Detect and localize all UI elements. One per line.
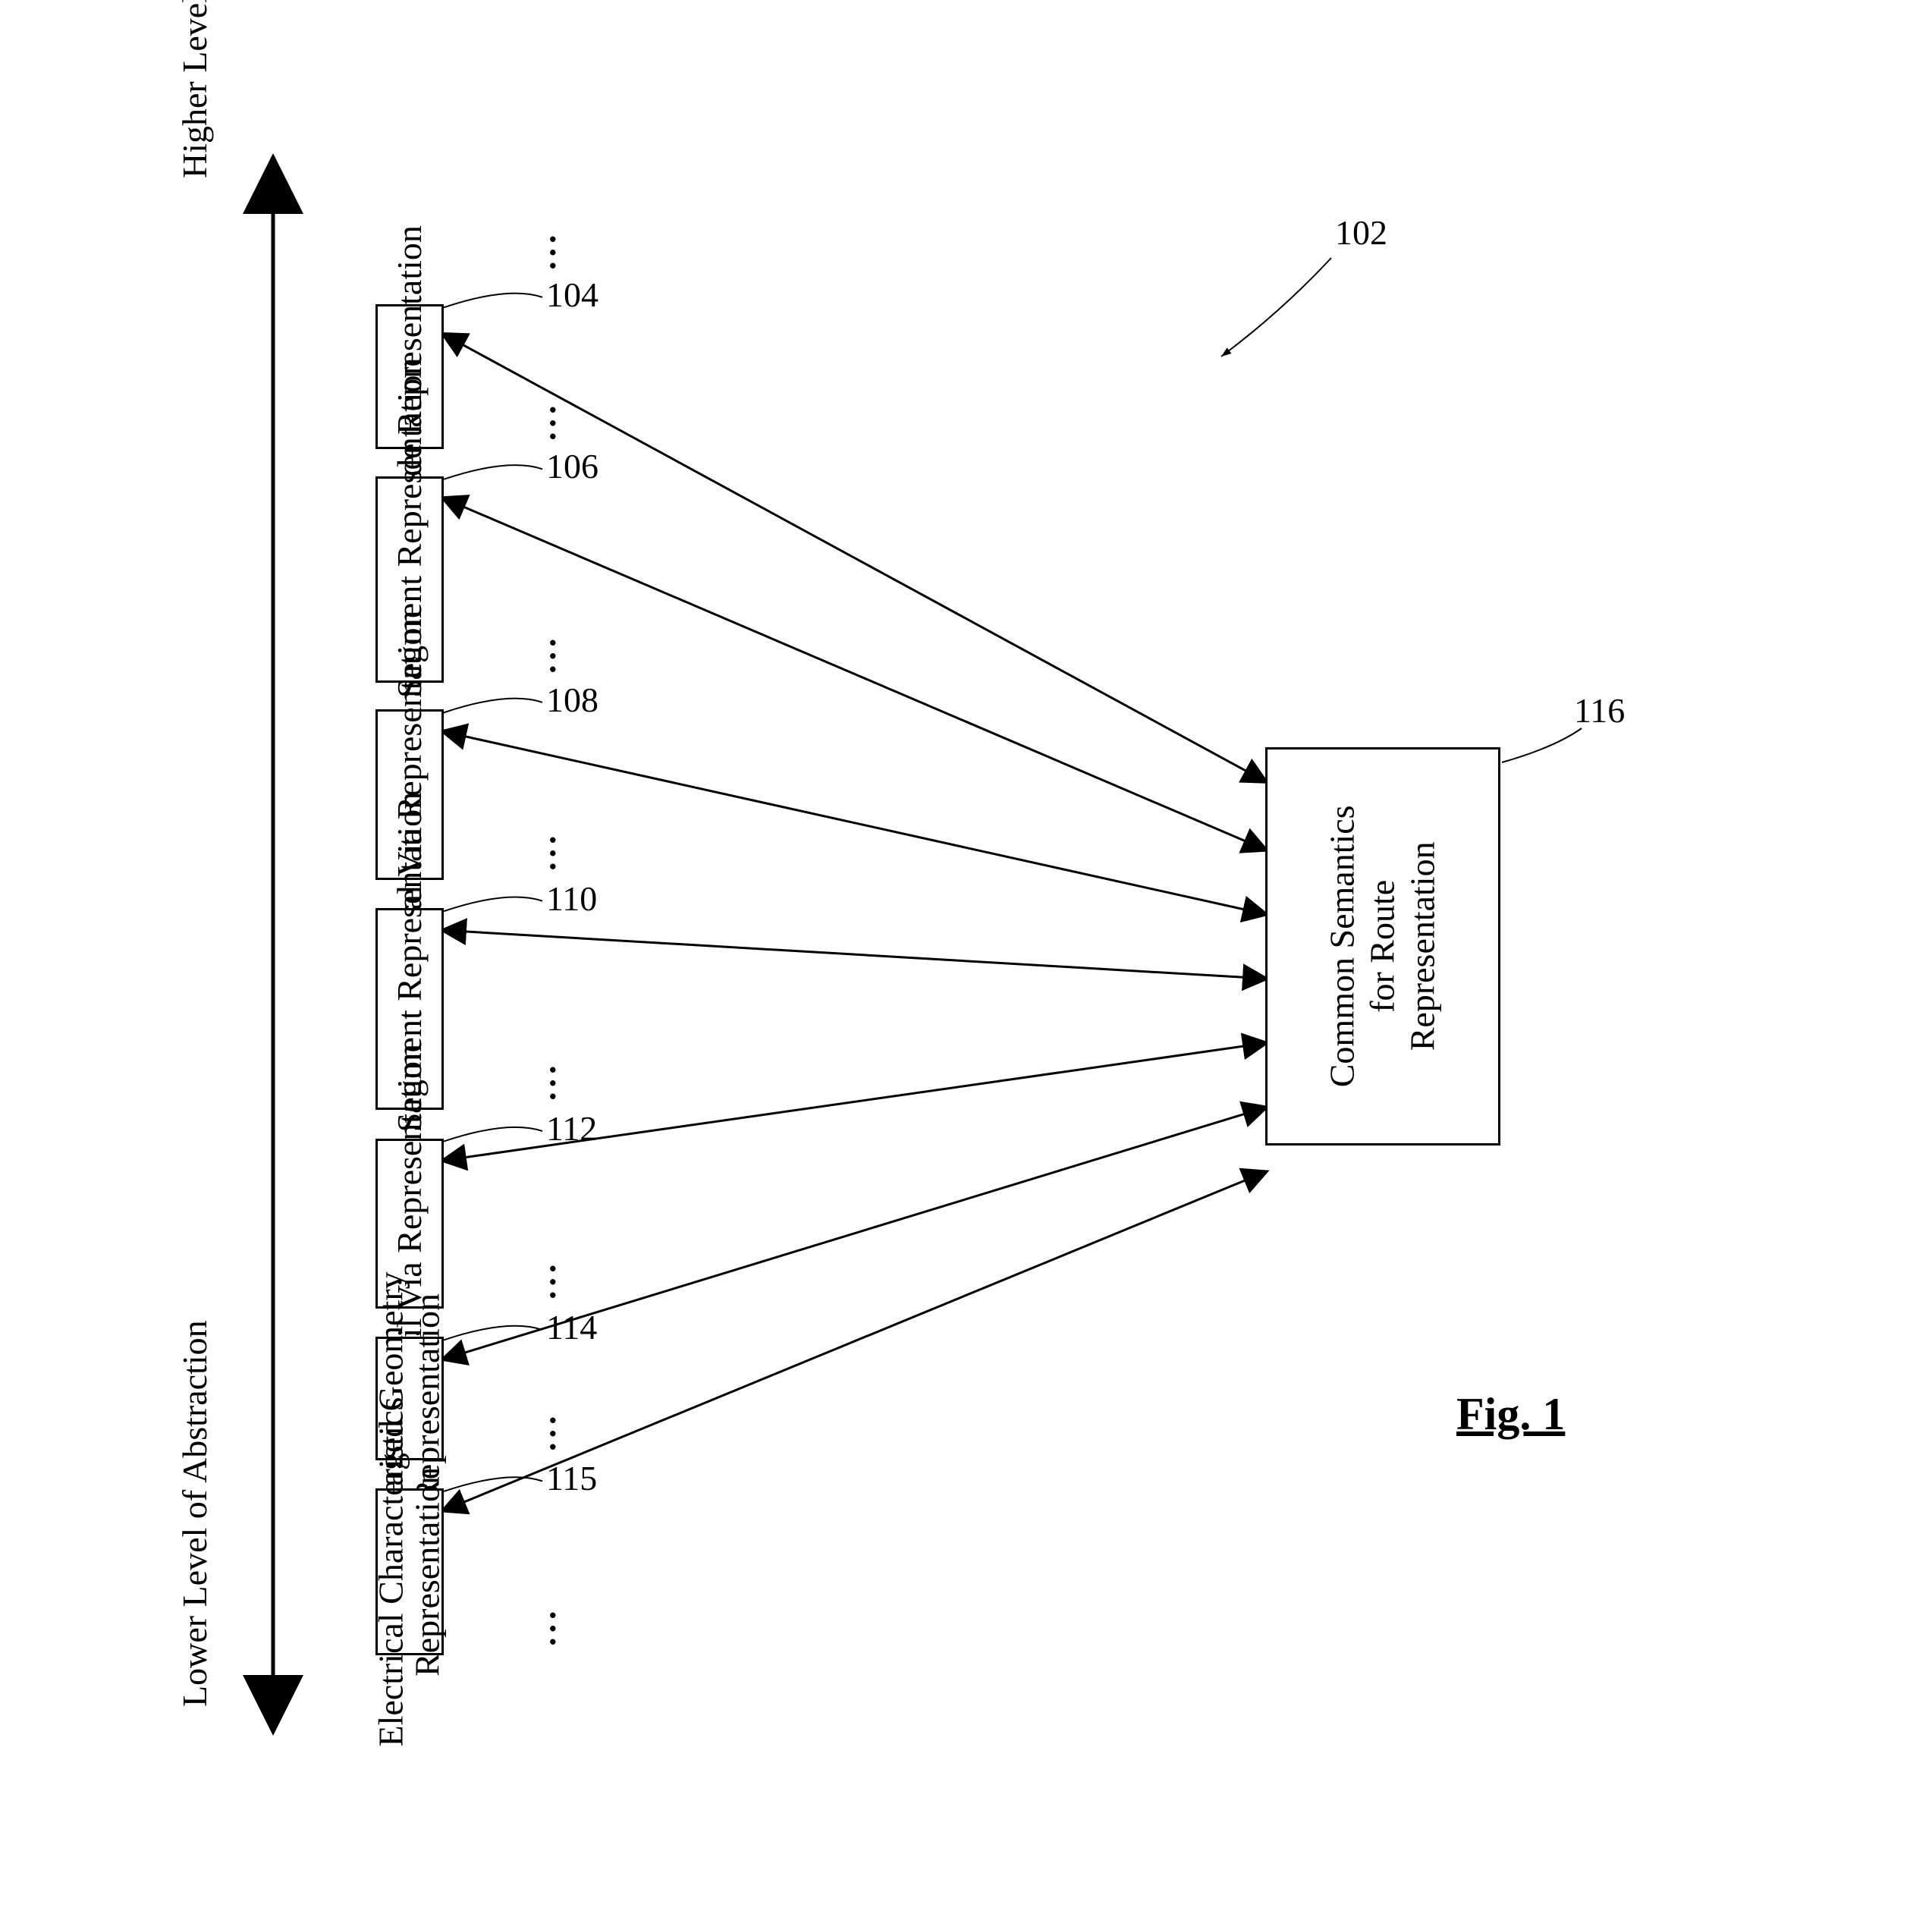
- ref-112: 112: [546, 1108, 597, 1149]
- ref-116: 116: [1574, 690, 1625, 731]
- dots-after-gvia: ...: [523, 831, 564, 872]
- ref-106: 106: [546, 446, 598, 486]
- ref-114: 114: [546, 1307, 597, 1347]
- ref-108: 108: [546, 680, 598, 720]
- dots-after-gseg: ...: [523, 634, 564, 674]
- ref-110: 110: [546, 878, 597, 919]
- dots-after-imgeo: ...: [523, 1411, 564, 1451]
- dots-after-elec: ...: [523, 1607, 564, 1647]
- box-elec-label: Electrical CharacteristicsRepresentation: [373, 1397, 447, 1747]
- common-semantics-box: Common Semanticsfor RouteRepresentation: [1265, 747, 1500, 1145]
- figure-label: Fig. 1: [1456, 1388, 1565, 1441]
- diagram-svg: [0, 0, 1932, 1917]
- higher-abstraction-label: Higher Level of Abstraction: [174, 0, 215, 178]
- dots-after-guide: ...: [523, 401, 564, 441]
- dots-after-dvia: ...: [523, 1260, 564, 1300]
- dots-before-guide: ...: [523, 231, 564, 271]
- lower-abstraction-label: Lower Level of Abstraction: [174, 1320, 215, 1707]
- dots-after-dseg: ...: [523, 1061, 564, 1101]
- ref-102: 102: [1335, 212, 1387, 253]
- ref-115: 115: [546, 1458, 597, 1498]
- ref-104: 104: [546, 275, 598, 315]
- common-semantics-label: Common Semanticsfor RouteRepresentation: [1323, 806, 1444, 1088]
